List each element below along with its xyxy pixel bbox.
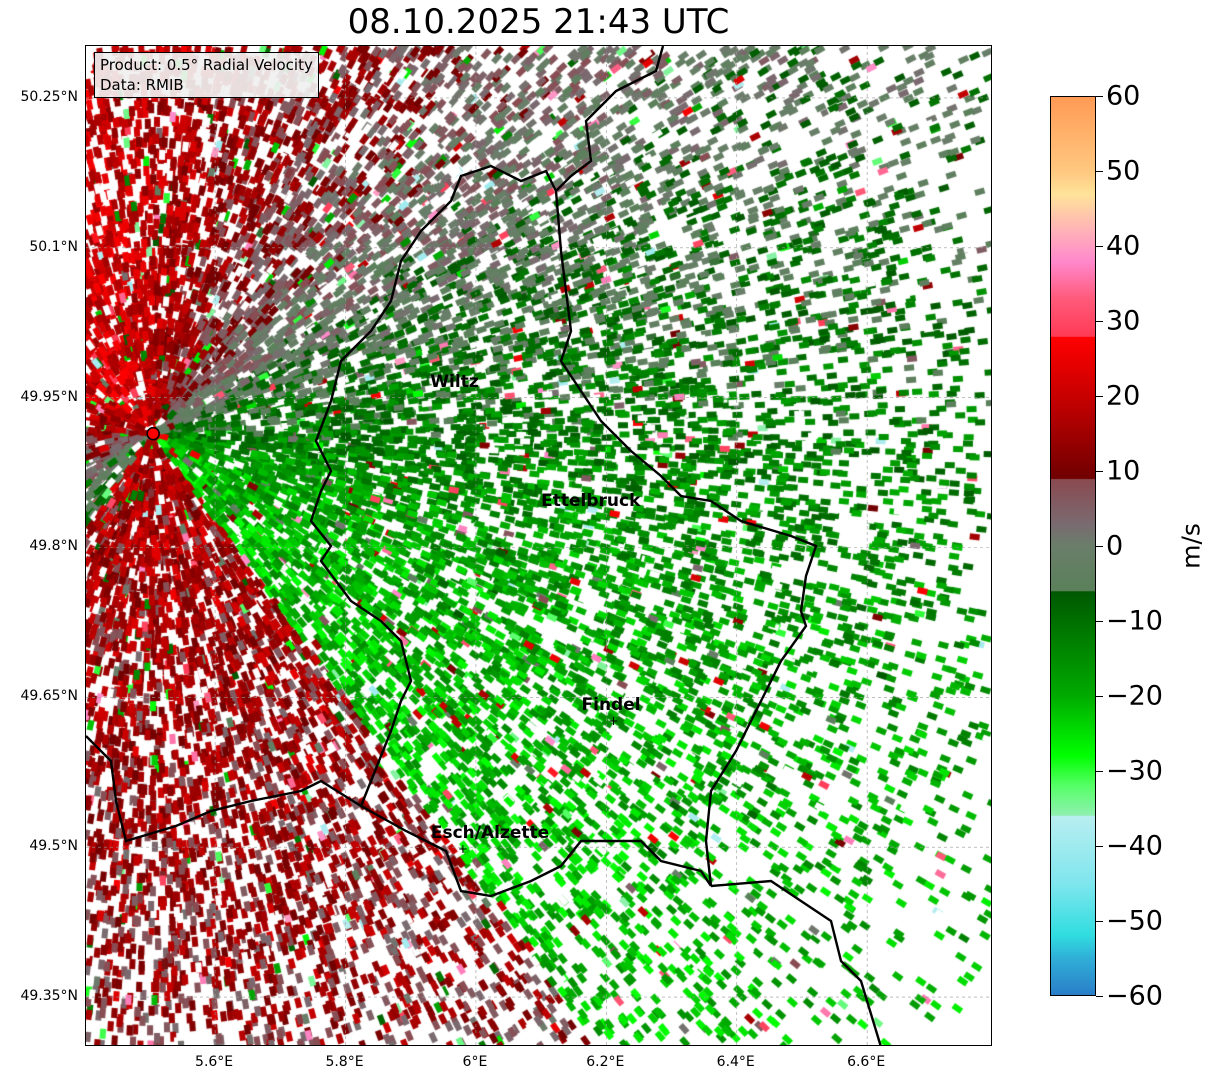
country-border [710,879,882,1045]
colorbar-tick [1096,396,1103,397]
country-border [554,190,818,887]
country-border [86,735,362,843]
map-title: 08.10.2025 21:43 UTC [347,2,730,42]
colorbar-tick-label: 30 [1106,305,1141,337]
colorbar-tick-label: 40 [1106,230,1141,262]
city-marker-icon: + [457,842,468,857]
colorbar-tick [1096,846,1103,847]
colorbar-tick [1096,546,1103,547]
city-marker-icon: + [608,714,619,729]
colorbar-tick [1096,996,1103,997]
colorbar-tick-label: −20 [1106,680,1163,712]
radar-site-marker [146,426,160,441]
colorbar-tick [1096,96,1103,97]
colorbar-tick-label: 20 [1106,380,1141,412]
city-label: Wiltz [430,371,479,392]
colorbar-tick [1096,696,1103,697]
y-tick-label: 49.95°N [20,388,78,405]
x-tick-label: 6.6°E [847,1054,886,1070]
y-tick-label: 50.1°N [29,238,78,255]
x-tick-label: 5.6°E [195,1054,234,1070]
map-overlay [86,46,991,1045]
colorbar-tick [1096,921,1103,922]
city-label: Findel [581,695,641,716]
x-tick-label: 6.4°E [716,1054,755,1070]
y-tick-label: 50.25°N [20,88,78,105]
colorbar-unit-label: m/s [1176,523,1206,569]
colorbar-tick [1096,321,1103,322]
colorbar-tick-label: −60 [1106,980,1163,1012]
country-border [309,46,665,807]
radar-map[interactable]: Product: 0.5° Radial Velocity Data: RMIB… [85,45,992,1046]
data-source-label: Data: RMIB [100,76,184,94]
colorbar-tick-label: −50 [1106,905,1163,937]
x-tick-label: 5.8°E [325,1054,364,1070]
colorbar-tick [1096,771,1103,772]
colorbar [1050,96,1096,996]
product-info-box: Product: 0.5° Radial Velocity Data: RMIB [94,52,319,98]
colorbar-tick-label: 60 [1106,80,1141,112]
colorbar-tick-label: 0 [1106,530,1124,562]
colorbar-tick-label: 10 [1106,455,1141,487]
y-tick-label: 49.5°N [29,838,78,855]
colorbar-tick-label: −30 [1106,755,1163,787]
y-tick-label: 49.35°N [20,988,78,1005]
y-tick-label: 49.65°N [20,688,78,705]
colorbar-tick [1096,171,1103,172]
colorbar-tick-label: −10 [1106,605,1163,637]
colorbar-tick [1096,621,1103,622]
city-label: Ettelbruck [541,490,641,511]
colorbar-tick-label: −40 [1106,830,1163,862]
city-label: Esch/Alzette [430,823,550,844]
y-tick-label: 49.8°N [29,538,78,555]
colorbar-tick [1096,246,1103,247]
colorbar-tick-label: 50 [1106,155,1141,187]
x-tick-label: 6°E [462,1054,488,1070]
x-tick-label: 6.2°E [586,1054,625,1070]
country-border [360,804,712,898]
colorbar-tick [1096,471,1103,472]
product-label: Product: 0.5° Radial Velocity [100,56,313,74]
